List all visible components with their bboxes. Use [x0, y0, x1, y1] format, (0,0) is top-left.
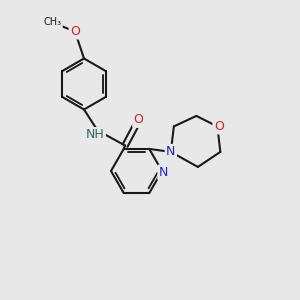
Text: N: N — [159, 166, 168, 179]
Text: N: N — [166, 146, 176, 158]
Text: O: O — [134, 113, 143, 127]
Text: O: O — [70, 25, 80, 38]
Text: O: O — [214, 120, 224, 133]
Text: NH: NH — [86, 128, 104, 142]
Text: CH₃: CH₃ — [44, 17, 62, 28]
